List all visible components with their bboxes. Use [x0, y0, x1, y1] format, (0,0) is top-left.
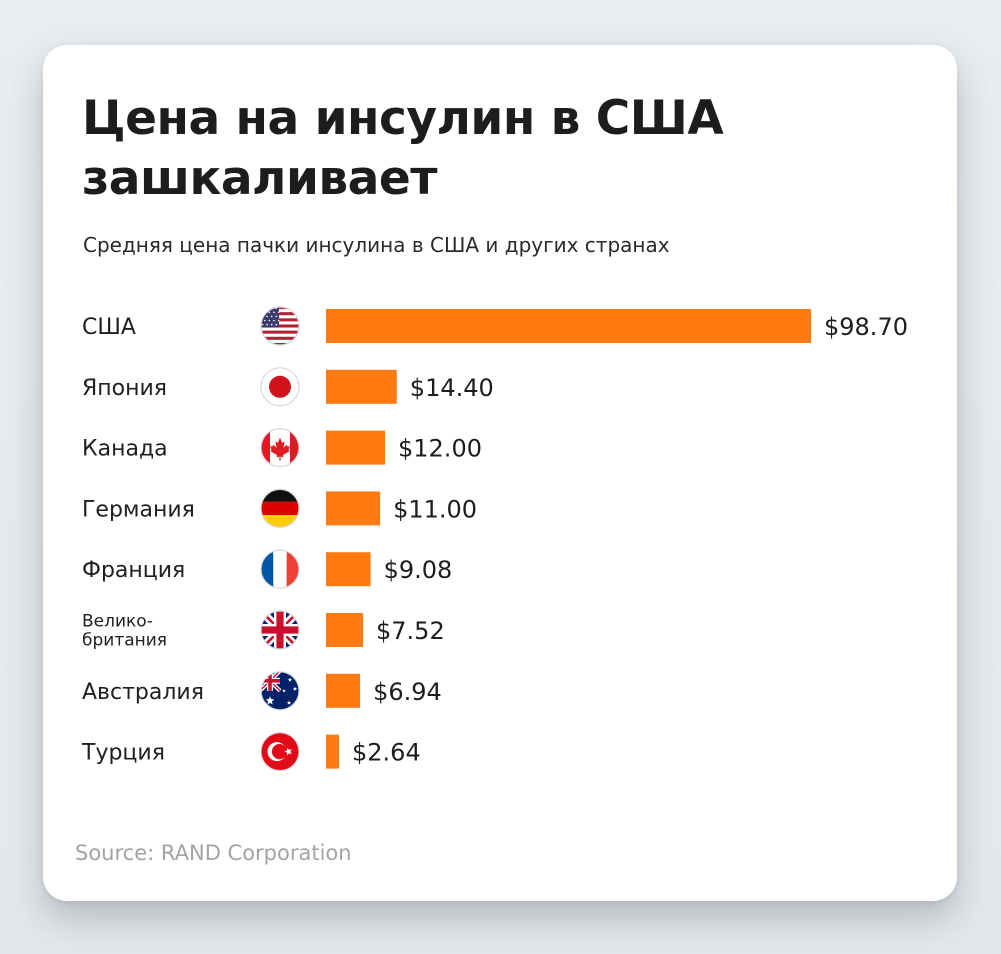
australia-flag-icon [260, 671, 300, 711]
bar [326, 430, 385, 465]
bar [326, 552, 371, 587]
us-flag-icon [260, 306, 300, 346]
category-label: Германия [82, 497, 195, 522]
category-label: США [82, 315, 136, 340]
bar [326, 734, 339, 769]
chart-row: Франция $9.08 [82, 549, 452, 589]
category-label: Франция [82, 558, 185, 583]
germany-flag-icon [260, 488, 300, 528]
canada-flag-icon [260, 428, 300, 468]
value-label: $9.08 [384, 556, 453, 584]
category-label: Велико-британия [82, 612, 167, 651]
value-label: $14.40 [410, 374, 494, 402]
category-label: Турция [81, 741, 165, 766]
category-label: Канада [82, 437, 168, 462]
chart-row: Австралия $6.94 [82, 671, 442, 711]
value-label: $98.70 [824, 313, 908, 341]
chart-card: Цена на инсулин в США зашкаливает Средня… [43, 45, 957, 901]
category-label: Австралия [82, 680, 204, 705]
japan-flag-icon [260, 367, 300, 407]
chart-subtitle: Средняя цена пачки инсулина в США и друг… [83, 233, 670, 257]
source-note: Source: RAND Corporation [75, 841, 352, 865]
chart-row: Канада $12.00 [82, 428, 482, 468]
bar-chart: США $98.70 Япония $14.40 Канада $12.00 Германи… [81, 306, 908, 772]
value-label: $2.64 [352, 739, 421, 767]
chart-rows: США $98.70 Япония $14.40 Канада $12.00 Германи… [81, 306, 908, 772]
value-label: $6.94 [373, 678, 442, 706]
bar [326, 613, 363, 647]
uk-flag-icon [260, 610, 300, 650]
value-label: $7.52 [376, 617, 445, 645]
chart-row: Велико-британия $7.52 [82, 610, 445, 651]
bar [326, 309, 811, 343]
bar [326, 491, 381, 526]
turkey-flag-icon [260, 731, 300, 772]
bar [326, 673, 361, 708]
chart-row: Турция $2.64 [81, 731, 421, 772]
chart-row: Германия $11.00 [82, 488, 477, 528]
france-flag-icon [260, 549, 300, 589]
bar [326, 369, 397, 404]
chart-title: Цена на инсулин в США зашкаливает [82, 91, 724, 206]
value-label: $11.00 [393, 495, 477, 523]
value-label: $12.00 [398, 435, 482, 463]
chart-row: Япония $14.40 [82, 367, 494, 407]
chart-row: США $98.70 [82, 306, 908, 346]
category-label: Япония [82, 376, 167, 401]
